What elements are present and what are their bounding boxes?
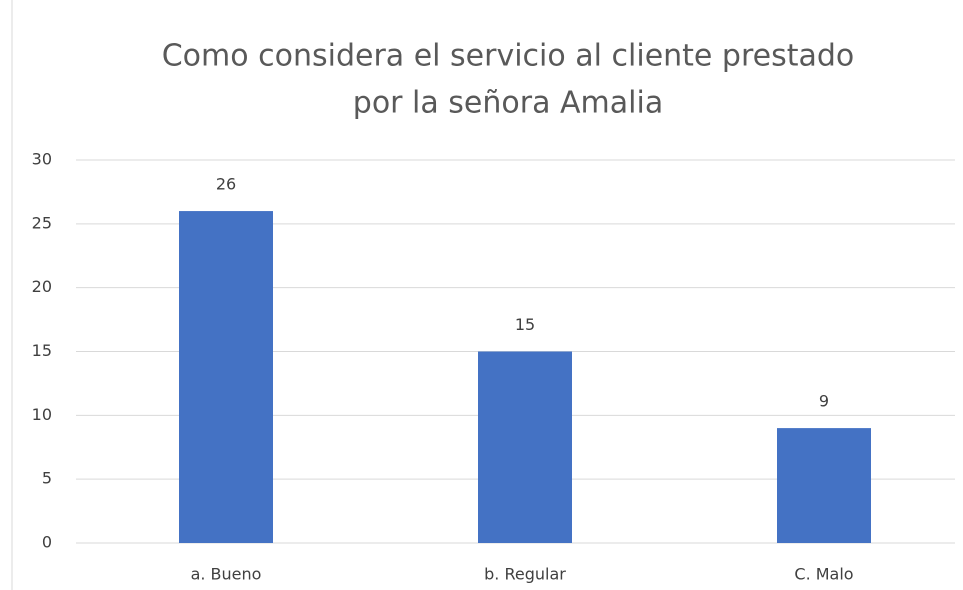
chart-title: por la señora Amalia <box>353 86 663 121</box>
x-tick-label: C. Malo <box>794 565 853 584</box>
chart-title: Como considera el servicio al cliente pr… <box>162 39 855 74</box>
y-tick-label: 20 <box>32 277 52 296</box>
data-label: 9 <box>819 392 829 411</box>
y-tick-label: 30 <box>32 150 52 169</box>
y-tick-label: 10 <box>32 405 52 424</box>
bar <box>478 351 572 543</box>
bar <box>179 211 273 544</box>
y-tick-label: 15 <box>32 341 52 360</box>
x-tick-label: a. Bueno <box>191 565 262 584</box>
data-label: 26 <box>216 175 236 194</box>
data-label: 15 <box>515 315 535 334</box>
y-tick-label: 0 <box>42 533 52 552</box>
y-tick-label: 25 <box>32 213 52 232</box>
bar <box>777 428 871 543</box>
y-tick-label: 5 <box>42 469 52 488</box>
x-tick-label: b. Regular <box>484 565 566 584</box>
